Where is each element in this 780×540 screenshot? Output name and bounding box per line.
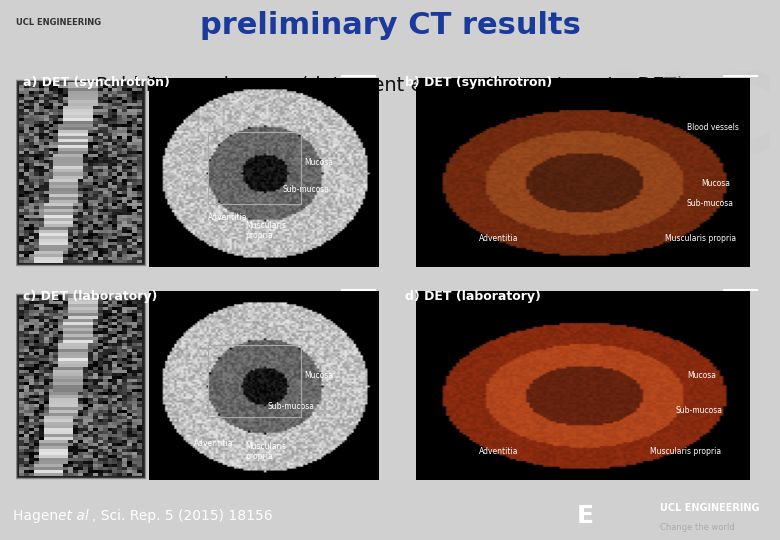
Text: Blood vessels: Blood vessels (686, 123, 739, 132)
Text: Hagen: Hagen (12, 509, 62, 523)
Text: c) DET (laboratory): c) DET (laboratory) (23, 289, 158, 302)
Text: Mucosa: Mucosa (304, 158, 334, 167)
Text: E: E (576, 504, 594, 528)
Text: Sub-mucosa: Sub-mucosa (282, 185, 329, 194)
Text: UCL: UCL (606, 68, 780, 175)
Text: Mucosa: Mucosa (304, 372, 334, 380)
Text: , Sci. Rep. 5 (2015) 18156: , Sci. Rep. 5 (2015) 18156 (92, 509, 273, 523)
Text: UCL ENGINEERING: UCL ENGINEERING (660, 503, 760, 514)
FancyBboxPatch shape (16, 294, 145, 478)
Text: Adventitia: Adventitia (208, 213, 248, 222)
Text: Adventitia: Adventitia (479, 234, 519, 243)
Text: Sub-mucosa: Sub-mucosa (686, 199, 734, 208)
Text: Rabbit oesophagous (detergent enzymatic treatment – DET): Rabbit oesophagous (detergent enzymatic … (96, 76, 684, 94)
Text: Change the world: Change the world (660, 523, 735, 532)
Text: Adventitia: Adventitia (193, 439, 233, 448)
Text: Muscularis propria: Muscularis propria (665, 234, 736, 243)
Text: d) DET (laboratory): d) DET (laboratory) (406, 289, 541, 302)
Text: UCL ENGINEERING: UCL ENGINEERING (16, 17, 101, 26)
Text: Mucosa: Mucosa (701, 179, 731, 187)
Text: Muscularis
propria: Muscularis propria (245, 220, 286, 240)
Text: Mucosa: Mucosa (686, 372, 716, 380)
Text: Sub-mucosa: Sub-mucosa (268, 402, 314, 411)
FancyBboxPatch shape (16, 80, 145, 265)
Text: Sub-mucosa: Sub-mucosa (675, 406, 723, 415)
Text: Adventitia: Adventitia (479, 447, 519, 456)
Text: Muscularis propria: Muscularis propria (650, 447, 721, 456)
Text: preliminary CT results: preliminary CT results (200, 10, 580, 39)
Text: Muscularis
propria: Muscularis propria (245, 442, 286, 462)
Text: a) DET (synchrotron): a) DET (synchrotron) (23, 76, 170, 89)
Text: b) DET (synchrotron): b) DET (synchrotron) (406, 76, 552, 89)
Text: et al: et al (58, 509, 89, 523)
